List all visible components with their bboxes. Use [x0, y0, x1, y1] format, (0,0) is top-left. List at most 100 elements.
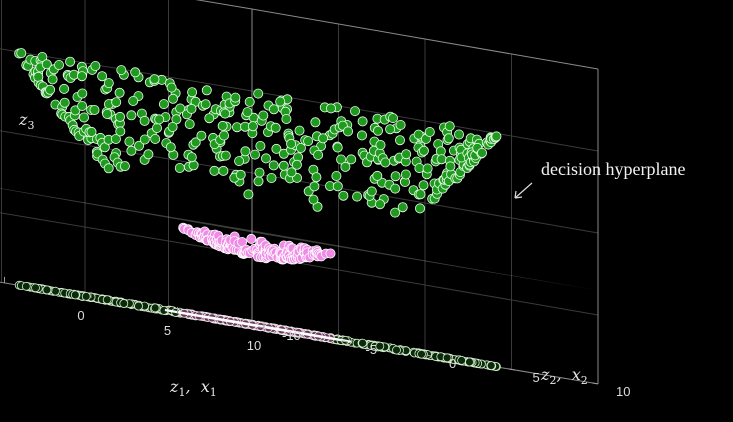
- lifted-outer-point: [126, 110, 137, 121]
- lifted-outer-point: [332, 181, 343, 192]
- lifted-outer-point: [16, 48, 27, 59]
- lifted-outer-point: [385, 124, 396, 135]
- lifted-outer-point: [286, 138, 297, 149]
- decision-circle: [164, 308, 352, 343]
- lifted-outer-point: [413, 129, 424, 140]
- projected-outer-point: [42, 285, 52, 295]
- lifted-outer-point: [325, 103, 336, 114]
- lifted-outer-point: [33, 71, 44, 82]
- lifted-outer-point: [90, 61, 101, 72]
- lifted-outer-point: [390, 183, 401, 194]
- y-tick-label: -10: [282, 328, 301, 343]
- lifted-outer-point: [59, 83, 70, 94]
- lifted-outer-point: [331, 170, 342, 181]
- lifted-outer-point: [253, 176, 264, 187]
- x-axis-label: z1, x1: [169, 377, 217, 399]
- projected-outer-point: [358, 338, 368, 348]
- projected-outer-point: [375, 341, 385, 351]
- lifted-outer-point: [444, 121, 455, 132]
- lifted-outer-point: [54, 60, 65, 71]
- lifted-outer-point: [418, 180, 429, 191]
- lifted-outer-point: [401, 149, 412, 160]
- lifted-outer-point: [390, 207, 401, 218]
- lifted-outer-point: [395, 120, 406, 131]
- lifted-outer-point: [366, 186, 377, 197]
- lifted-outer-point: [45, 84, 56, 95]
- projected-outer-point: [81, 291, 91, 301]
- lifted-outer-point: [218, 165, 229, 176]
- lifted-outer-point: [234, 156, 245, 167]
- y-tick-label: -5: [366, 342, 378, 357]
- projected-outer-point: [486, 361, 496, 371]
- lifted-outer-point: [134, 140, 145, 151]
- lifted-outer-point: [357, 116, 368, 127]
- lifted-outer-point: [275, 96, 286, 107]
- lifted-outer-point: [414, 203, 425, 214]
- decision-plane-layer: [0, 188, 598, 291]
- lifted-outer-point: [110, 133, 121, 144]
- lifted-outer-point: [59, 97, 70, 108]
- lifted-outer-point: [240, 146, 251, 157]
- y-tick-mark: [424, 354, 432, 357]
- lifted-outer-point: [149, 74, 160, 85]
- lifted-outer-point: [76, 71, 87, 82]
- y-tick-mark: [257, 326, 265, 329]
- x-tick-label: 0: [77, 308, 84, 323]
- lifted-outer-point: [167, 122, 178, 133]
- lifted-outer-point: [86, 126, 97, 137]
- y-tick-mark: [591, 382, 599, 385]
- projected-outer-point: [150, 303, 160, 313]
- lifted-outer-point: [201, 85, 212, 96]
- lifted-outer-point: [255, 140, 266, 151]
- lifted-outer-point: [249, 149, 260, 160]
- lifted-outer-point: [422, 163, 433, 174]
- lifted-outer-point: [266, 172, 277, 183]
- lifted-outer-point: [278, 160, 289, 171]
- lifted-outer-point: [103, 163, 114, 174]
- lifted-outer-point: [115, 111, 126, 122]
- projected-outer-point: [465, 357, 474, 367]
- decision-hyperplane-annotation: decision hyperplane: [541, 159, 685, 179]
- lifted-outer-point: [158, 99, 169, 110]
- lifted-outer-point: [294, 125, 305, 136]
- lifted-inner-point: [325, 248, 336, 259]
- axis-box: [0, 0, 599, 385]
- y-tick-mark: [341, 340, 348, 343]
- projected-outer-point: [442, 353, 452, 363]
- y-tick-label: 0: [449, 356, 456, 371]
- lifted-outer-point: [230, 92, 241, 103]
- lifted-inner-point: [246, 233, 257, 244]
- x-tick-label: 10: [247, 338, 261, 353]
- lifted-outer-point: [139, 115, 150, 126]
- lifted-outer-point: [243, 189, 254, 200]
- projected-outer-point: [392, 345, 401, 355]
- lifted-outer-point: [235, 169, 246, 180]
- lifted-outer-point: [372, 170, 383, 181]
- lifted-inner-point: [237, 236, 248, 247]
- y-tick-mark: [508, 368, 515, 371]
- lifted-outer-point: [380, 157, 391, 168]
- lifted-outer-point: [200, 99, 211, 110]
- lifted-points: [14, 48, 502, 265]
- lifted-outer-point: [186, 103, 197, 114]
- lifted-outer-point: [204, 113, 215, 124]
- lifted-outer-point: [167, 93, 178, 104]
- lifted-outer-point: [209, 165, 220, 176]
- lifted-outer-point: [476, 147, 487, 158]
- lifted-outer-point: [124, 136, 135, 147]
- lifted-outer-point: [65, 56, 76, 67]
- lifted-outer-point: [196, 130, 207, 141]
- lifted-outer-point: [346, 154, 357, 165]
- lifted-outer-point: [79, 112, 90, 123]
- lifted-outer-point: [418, 145, 429, 156]
- lifted-outer-point: [150, 133, 161, 144]
- projected-outer-point: [102, 295, 112, 305]
- lifted-outer-point: [220, 108, 231, 119]
- projected-outer-point: [51, 286, 60, 296]
- projected-outer-point: [119, 299, 129, 308]
- lifted-outer-point: [188, 160, 199, 171]
- lifted-outer-point: [89, 105, 100, 116]
- lifted-outer-point: [174, 162, 185, 173]
- lifted-outer-point: [247, 121, 258, 132]
